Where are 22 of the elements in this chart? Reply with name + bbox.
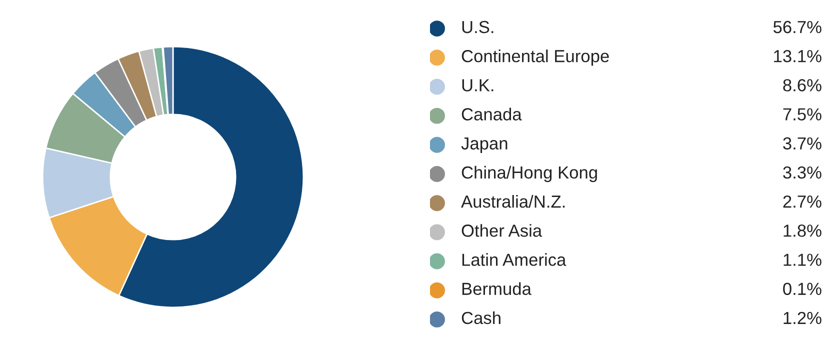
legend-label: Australia/N.Z. <box>461 195 565 208</box>
legend-label: U.S. <box>462 20 494 34</box>
data-label: 8.6% <box>783 79 822 92</box>
data-label: 13.1% <box>774 50 822 62</box>
data-label: 2.7% <box>783 195 822 208</box>
legend-label: Other Asia <box>462 224 542 237</box>
legend-label: U.K. <box>462 79 494 92</box>
legend-label: Canada <box>462 108 522 120</box>
legend-label: China/Hong Kong <box>462 166 597 182</box>
data-label: 0.1% <box>783 282 822 296</box>
legend-label: Japan <box>461 137 508 153</box>
legend-label: Latin America <box>462 253 566 266</box>
legend-label: Bermuda <box>462 282 532 296</box>
legend-label: Continental Europe <box>462 50 609 66</box>
data-label: 7.5% <box>783 108 822 120</box>
data-label: 1.2% <box>784 312 822 324</box>
legend-label: Cash <box>462 311 500 324</box>
data-label: 1.1% <box>784 254 822 266</box>
data-label: 56.7% <box>773 20 822 34</box>
data-label: 3.7% <box>783 137 822 150</box>
data-label: 1.8% <box>784 224 822 237</box>
data-label: 3.3% <box>783 166 822 179</box>
